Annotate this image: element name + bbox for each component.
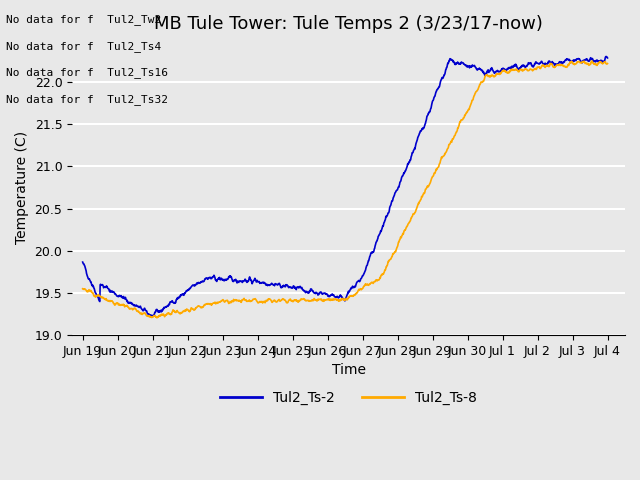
Text: No data for f  Tul2_Ts32: No data for f Tul2_Ts32 (6, 94, 168, 105)
Title: MB Tule Tower: Tule Temps 2 (3/23/17-now): MB Tule Tower: Tule Temps 2 (3/23/17-now… (154, 15, 543, 33)
Legend: Tul2_Ts-2, Tul2_Ts-8: Tul2_Ts-2, Tul2_Ts-8 (214, 385, 483, 410)
Text: No data for f  Tul2_Ts4: No data for f Tul2_Ts4 (6, 41, 162, 52)
Text: No data for f  Tul2_Tw2: No data for f Tul2_Tw2 (6, 14, 162, 25)
X-axis label: Time: Time (332, 363, 365, 377)
Text: No data for f  Tul2_Ts16: No data for f Tul2_Ts16 (6, 67, 168, 78)
Y-axis label: Temperature (C): Temperature (C) (15, 131, 29, 244)
